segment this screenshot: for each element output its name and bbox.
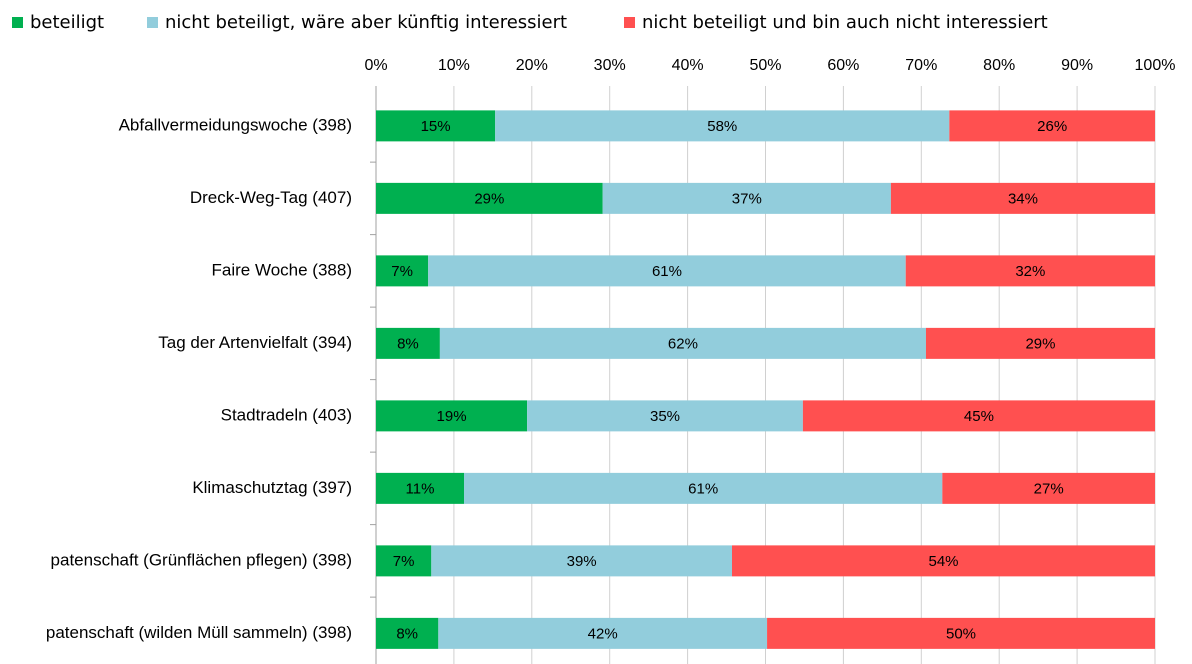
x-tick-label: 80%	[983, 57, 1015, 74]
value-label: 7%	[393, 553, 415, 570]
x-tick-label: 50%	[749, 57, 781, 74]
bar-segment	[376, 182, 603, 214]
legend-swatch	[624, 17, 635, 28]
value-label: 11%	[406, 480, 435, 497]
value-label: 29%	[474, 190, 504, 207]
value-label: 8%	[396, 625, 418, 642]
bar-segment	[376, 400, 528, 432]
bar-segment	[767, 617, 1155, 649]
value-label: 32%	[1015, 263, 1045, 280]
bar-segment	[890, 182, 1155, 214]
legend-swatch	[147, 17, 158, 28]
bar-segment	[732, 545, 1155, 577]
legend-label: beteiligt	[30, 12, 104, 33]
y-tick-label: Klimaschutztag (397)	[192, 478, 352, 497]
value-label: 34%	[1008, 190, 1038, 207]
legend-swatch	[12, 17, 23, 28]
bar-segment	[376, 255, 429, 287]
value-label: 50%	[946, 625, 976, 642]
bar-segment	[905, 255, 1155, 287]
y-tick-label: Dreck-Weg-Tag (407)	[190, 188, 352, 207]
value-label: 39%	[567, 553, 597, 570]
bar-segment	[428, 255, 906, 287]
x-tick-label: 30%	[594, 57, 626, 74]
value-label: 61%	[688, 480, 718, 497]
bar-segment	[949, 110, 1155, 142]
bar-segment	[802, 400, 1155, 432]
bar-segment	[376, 545, 432, 577]
bar-segment	[439, 327, 926, 359]
value-label: 54%	[928, 553, 958, 570]
y-tick-label: patenschaft (wilden Müll sammeln) (398)	[46, 623, 352, 642]
value-label: 19%	[437, 408, 467, 425]
y-tick-label: Tag der Artenvielfalt (394)	[158, 333, 352, 352]
value-label: 37%	[732, 190, 762, 207]
x-tick-label: 20%	[516, 57, 548, 74]
bar-segment	[431, 545, 733, 577]
bar-segment	[438, 617, 768, 649]
bar-segment	[942, 472, 1155, 504]
x-tick-label: 100%	[1135, 57, 1176, 74]
legend-label: nicht beteiligt, wäre aber künftig inter…	[165, 12, 567, 33]
bar-segment	[376, 472, 465, 504]
y-tick-label: Faire Woche (388)	[212, 260, 352, 279]
value-label: 27%	[1034, 480, 1064, 497]
value-label: 61%	[652, 263, 682, 280]
y-tick-label: patenschaft (Grünflächen pflegen) (398)	[51, 550, 352, 569]
value-label: 8%	[397, 335, 419, 352]
x-tick-label: 10%	[438, 57, 470, 74]
y-tick-label: Stadtradeln (403)	[221, 405, 352, 424]
value-label: 42%	[588, 625, 618, 642]
value-label: 58%	[707, 118, 737, 135]
bar-segment	[376, 617, 439, 649]
y-tick-label: Abfallvermeidungswoche (398)	[119, 115, 352, 134]
value-label: 7%	[391, 263, 413, 280]
x-tick-label: 40%	[672, 57, 704, 74]
x-tick-label: 60%	[827, 57, 859, 74]
value-label: 26%	[1037, 118, 1067, 135]
value-label: 29%	[1025, 335, 1055, 352]
bar-segment	[527, 400, 803, 432]
x-tick-label: 0%	[364, 57, 387, 74]
bar-segment	[464, 472, 943, 504]
value-label: 15%	[421, 118, 451, 135]
bar-segment	[376, 327, 440, 359]
bar-segment	[376, 110, 496, 142]
bar-segment	[602, 182, 891, 214]
x-tick-label: 90%	[1061, 57, 1093, 74]
value-label: 62%	[668, 335, 698, 352]
legend-label: nicht beteiligt und bin auch nicht inter…	[642, 12, 1048, 33]
bar-segment	[925, 327, 1155, 359]
value-label: 45%	[964, 408, 994, 425]
value-label: 35%	[650, 408, 680, 425]
bar-segment	[495, 110, 950, 142]
x-tick-label: 70%	[905, 57, 937, 74]
